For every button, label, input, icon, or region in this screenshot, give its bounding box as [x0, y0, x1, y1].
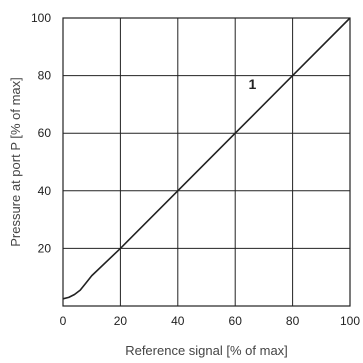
series-layer	[62, 17, 351, 300]
y-tick-label-40: 40	[38, 184, 52, 198]
x-tick-label-60: 60	[229, 314, 243, 328]
x-tick-labels: 0 20 40 60 80 100	[60, 314, 361, 328]
y-axis-label: Pressure at port P [% of max]	[8, 77, 23, 247]
plot-frame	[62, 17, 351, 307]
grid	[63, 18, 350, 306]
x-tick-label-20: 20	[114, 314, 128, 328]
annotations: 1	[249, 76, 257, 92]
y-tick-label-60: 60	[38, 126, 52, 140]
y-tick-labels: 20 40 60 80 100	[31, 11, 51, 255]
y-tick-label-80: 80	[38, 69, 52, 83]
series-line-0	[62, 17, 351, 300]
x-tick-label-40: 40	[171, 314, 185, 328]
curve-annotation-0: 1	[249, 76, 257, 92]
y-tick-label-20: 20	[38, 241, 52, 255]
x-axis-label: Reference signal [% of max]	[125, 343, 288, 358]
x-tick-label-80: 80	[286, 314, 300, 328]
y-tick-label-100: 100	[31, 11, 51, 25]
x-tick-label-0: 0	[60, 314, 67, 328]
x-tick-label-100: 100	[340, 314, 360, 328]
